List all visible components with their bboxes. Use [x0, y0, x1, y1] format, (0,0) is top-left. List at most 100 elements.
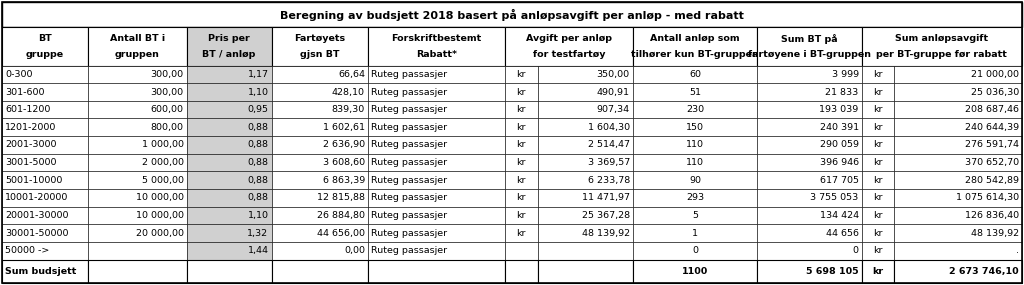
Bar [861, 189, 894, 207]
Bar [271, 101, 368, 119]
Bar [505, 101, 538, 119]
Text: 2001-3000: 2001-3000 [5, 141, 56, 149]
Bar [88, 154, 186, 171]
Bar [861, 27, 1022, 66]
Bar [2, 119, 88, 136]
Bar [2, 2, 1022, 27]
Bar [538, 171, 633, 189]
Bar [505, 119, 538, 136]
Bar [861, 101, 894, 119]
Bar [186, 189, 271, 207]
Bar [271, 242, 368, 260]
Bar [505, 136, 538, 154]
Text: 2 673 746,10: 2 673 746,10 [949, 267, 1019, 276]
Text: Ruteg passasjer: Ruteg passasjer [371, 141, 447, 149]
Text: 3 608,60: 3 608,60 [323, 158, 365, 167]
Text: 0,00: 0,00 [344, 246, 365, 255]
Text: 1 604,30: 1 604,30 [588, 123, 630, 132]
Text: 600,00: 600,00 [151, 105, 183, 114]
Bar [505, 83, 538, 101]
Bar [538, 260, 633, 283]
Text: 5001-10000: 5001-10000 [5, 176, 62, 185]
Text: 12 815,88: 12 815,88 [317, 194, 365, 202]
Bar [633, 154, 757, 171]
Bar [633, 119, 757, 136]
Bar [186, 207, 271, 224]
Bar [894, 101, 1022, 119]
Bar [186, 101, 271, 119]
Bar [633, 189, 757, 207]
Text: 51: 51 [689, 87, 701, 97]
Text: 3 755 053: 3 755 053 [810, 194, 859, 202]
Bar [633, 101, 757, 119]
Text: kr: kr [873, 87, 883, 97]
Text: 280 542,89: 280 542,89 [965, 176, 1019, 185]
Text: 60: 60 [689, 70, 701, 79]
Text: 301-600: 301-600 [5, 87, 44, 97]
Bar [861, 224, 894, 242]
Bar [2, 189, 88, 207]
Bar [757, 242, 861, 260]
Bar [368, 242, 505, 260]
Bar [757, 119, 861, 136]
Text: kr: kr [872, 267, 884, 276]
Text: 30001-50000: 30001-50000 [5, 229, 69, 238]
Bar [271, 260, 368, 283]
Text: 10 000,00: 10 000,00 [136, 211, 183, 220]
Text: 0,95: 0,95 [248, 105, 268, 114]
Bar [861, 207, 894, 224]
Bar [368, 207, 505, 224]
Text: 25 036,30: 25 036,30 [971, 87, 1019, 97]
Text: for testfartøy: for testfartøy [532, 50, 605, 59]
Bar [894, 154, 1022, 171]
Bar [757, 189, 861, 207]
Bar [186, 154, 271, 171]
Bar [861, 171, 894, 189]
Text: 1100: 1100 [682, 267, 709, 276]
Bar [757, 27, 861, 66]
Text: 0,88: 0,88 [248, 176, 268, 185]
Text: 1201-2000: 1201-2000 [5, 123, 56, 132]
Text: 10 000,00: 10 000,00 [136, 194, 183, 202]
Text: kr: kr [516, 211, 526, 220]
Bar [2, 83, 88, 101]
Text: 3001-5000: 3001-5000 [5, 158, 56, 167]
Bar [88, 66, 186, 83]
Text: kr: kr [516, 176, 526, 185]
Bar [894, 242, 1022, 260]
Bar [538, 83, 633, 101]
Text: BT / anløp: BT / anløp [203, 50, 256, 59]
Bar [186, 260, 271, 283]
Bar [633, 207, 757, 224]
Text: BT: BT [38, 34, 52, 43]
Text: Pris per: Pris per [208, 34, 250, 43]
Text: 48 139,92: 48 139,92 [971, 229, 1019, 238]
Bar [505, 66, 538, 83]
Text: 44 656: 44 656 [825, 229, 859, 238]
Text: kr: kr [516, 194, 526, 202]
Text: 3 369,57: 3 369,57 [588, 158, 630, 167]
Text: 208 687,46: 208 687,46 [965, 105, 1019, 114]
Text: 0,88: 0,88 [248, 141, 268, 149]
Bar [505, 260, 538, 283]
Text: gruppen: gruppen [115, 50, 160, 59]
Bar [538, 189, 633, 207]
Text: 290 059: 290 059 [819, 141, 859, 149]
Bar [2, 27, 88, 66]
Bar [757, 136, 861, 154]
Bar [633, 260, 757, 283]
Bar [894, 171, 1022, 189]
Text: 230: 230 [686, 105, 705, 114]
Text: tilhører kun BT-gruppen: tilhører kun BT-gruppen [631, 50, 759, 59]
Bar [538, 224, 633, 242]
Text: Ruteg passasjer: Ruteg passasjer [371, 70, 447, 79]
Text: Ruteg passasjer: Ruteg passasjer [371, 211, 447, 220]
Text: 50000 ->: 50000 -> [5, 246, 49, 255]
Bar [538, 207, 633, 224]
Bar [368, 224, 505, 242]
Text: Ruteg passasjer: Ruteg passasjer [371, 123, 447, 132]
Bar [88, 189, 186, 207]
Text: Antall anløp som: Antall anløp som [650, 34, 739, 43]
Text: 2 636,90: 2 636,90 [323, 141, 365, 149]
Bar [894, 224, 1022, 242]
